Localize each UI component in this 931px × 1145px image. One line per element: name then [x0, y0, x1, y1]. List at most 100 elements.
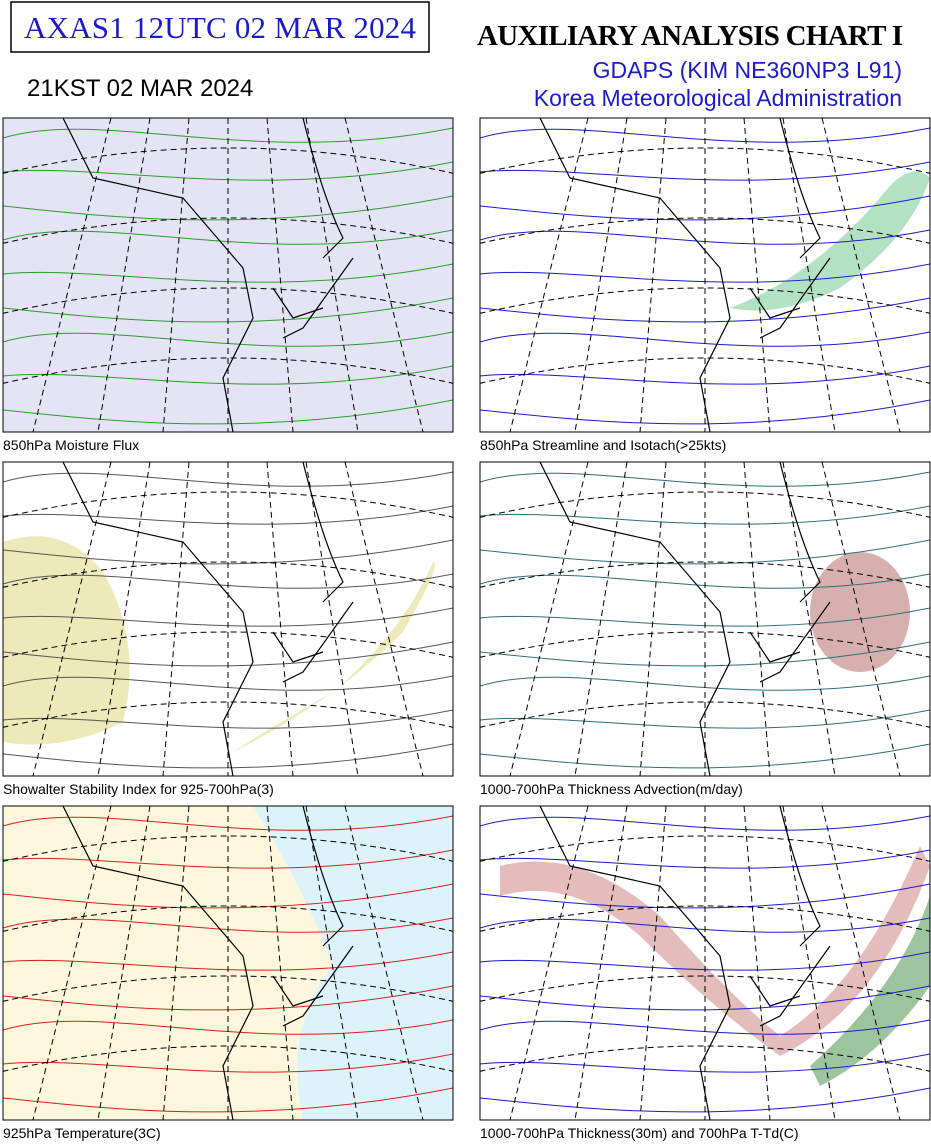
latitude-line [3, 147, 453, 174]
latitude-line [3, 835, 453, 862]
longitude-line [266, 118, 294, 432]
latitude-line [3, 287, 453, 314]
contour [480, 743, 930, 769]
map-content [480, 118, 930, 432]
longitude-line [639, 118, 667, 432]
contour [480, 607, 930, 627]
contour [3, 1019, 453, 1035]
contour [480, 331, 930, 347]
latitude-line [3, 357, 453, 384]
contour [480, 951, 930, 971]
contour [3, 849, 453, 869]
map-frame [2, 805, 454, 1121]
latitude-line [3, 1045, 453, 1072]
map-content [480, 806, 930, 1120]
contour [480, 195, 930, 221]
latitude-line [480, 701, 930, 728]
latitude-line [3, 975, 453, 1002]
contour [480, 917, 930, 933]
latitude-line [3, 905, 453, 932]
map-content [3, 118, 453, 432]
contour [3, 607, 453, 627]
map-frame [479, 461, 931, 777]
longitude-line [344, 118, 424, 432]
contour [3, 195, 453, 221]
latitude-line [480, 217, 930, 244]
contour [3, 505, 453, 525]
map-content [480, 462, 930, 776]
map-panel [479, 805, 931, 1121]
map-content [3, 806, 453, 1120]
advection-max [810, 552, 910, 672]
thickness-band [500, 846, 930, 1056]
latitude-line [480, 835, 930, 862]
contour [3, 815, 453, 831]
latitude-line [480, 287, 930, 314]
latitude-line [480, 357, 930, 384]
longitude-line [639, 462, 667, 776]
map-frame [479, 117, 931, 433]
longitude-line [743, 462, 771, 776]
longitude-line [97, 806, 151, 1120]
contour [480, 471, 930, 487]
contour [3, 573, 453, 589]
contour [3, 399, 453, 425]
contour [3, 951, 453, 971]
latitude-line [480, 561, 930, 588]
longitude-line [574, 806, 628, 1120]
longitude-line [782, 462, 836, 776]
contour [480, 297, 930, 323]
latitude-line [3, 701, 453, 728]
longitude-line [305, 462, 359, 776]
contour [3, 883, 453, 909]
contour [480, 127, 930, 143]
contour [3, 539, 453, 565]
latitude-line [480, 631, 930, 658]
contour [3, 985, 453, 1011]
coastline [62, 118, 354, 432]
longitude-line [743, 806, 771, 1120]
valid-time: 21KST 02 MAR 2024 [27, 75, 253, 102]
longitude-line [821, 462, 901, 776]
moist-area [810, 896, 930, 1086]
latitude-line [3, 217, 453, 244]
map-content [3, 462, 453, 776]
longitude-line [509, 462, 589, 776]
longitude-line [266, 806, 294, 1120]
longitude-line [162, 118, 190, 432]
longitude-line [305, 806, 359, 1120]
latitude-line [3, 631, 453, 658]
contour [480, 229, 930, 245]
longitude-line [743, 118, 771, 432]
longitude-line [305, 118, 359, 432]
contour [3, 229, 453, 245]
latitude-line [480, 975, 930, 1002]
longitude-line [266, 462, 294, 776]
contour [3, 743, 453, 769]
contour [480, 883, 930, 909]
contour [3, 1087, 453, 1113]
longitude-line [97, 118, 151, 432]
longitude-line [574, 462, 628, 776]
contour [480, 675, 930, 691]
contour [480, 641, 930, 667]
coastline [62, 806, 354, 1120]
panel-caption: 1000-700hPa Thickness Advection(m/day) [480, 781, 743, 797]
contour [3, 917, 453, 933]
contour [480, 1019, 930, 1035]
latitude-line [480, 905, 930, 932]
longitude-line [32, 462, 112, 776]
isotach [730, 171, 930, 311]
contour [480, 505, 930, 525]
longitude-line [821, 118, 901, 432]
contour [3, 297, 453, 323]
longitude-line [782, 806, 836, 1120]
contour [480, 573, 930, 589]
contour [480, 263, 930, 283]
contour [480, 985, 930, 1011]
latitude-line [480, 1045, 930, 1072]
longitude-line [639, 806, 667, 1120]
longitude-line [574, 118, 628, 432]
longitude-line [344, 462, 424, 776]
